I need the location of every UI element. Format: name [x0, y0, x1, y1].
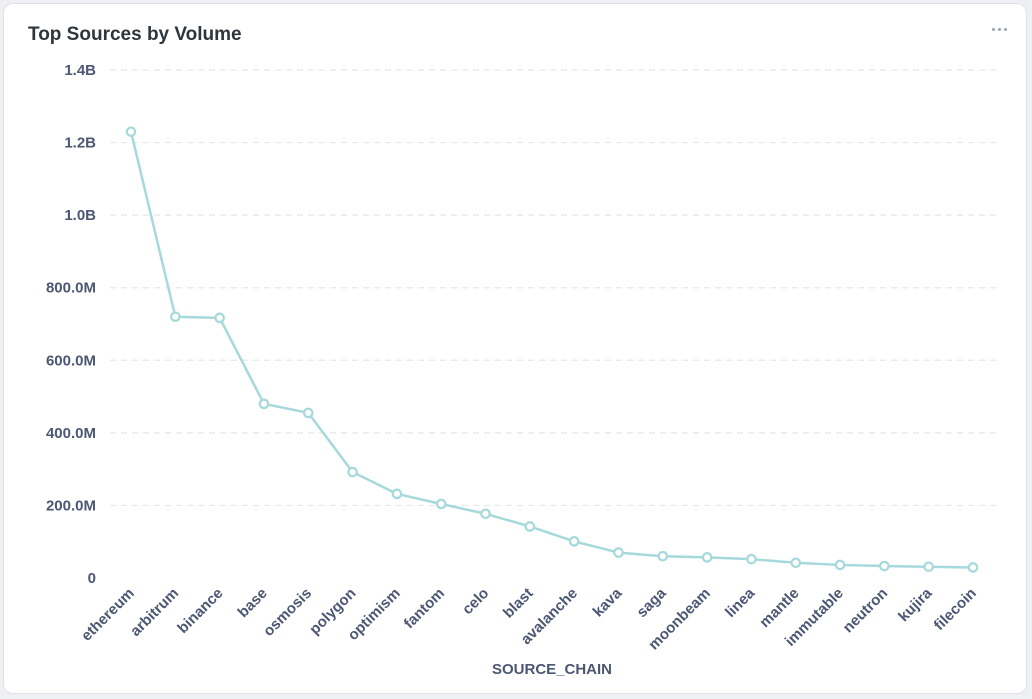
- x-tick-label: base: [235, 585, 271, 621]
- grid-lines: [110, 69, 1000, 507]
- x-tick-label: binance: [174, 585, 226, 637]
- series-line: [129, 131, 974, 569]
- x-tick-label: ethereum: [78, 585, 138, 645]
- data-point[interactable]: [657, 550, 669, 562]
- series-line-group: [129, 131, 974, 569]
- menu-dot: [991, 27, 995, 31]
- data-point[interactable]: [258, 398, 270, 410]
- menu-dot: [1003, 27, 1007, 31]
- data-point[interactable]: [701, 552, 713, 563]
- y-tick-label: 600.0M: [46, 352, 96, 369]
- data-point[interactable]: [879, 560, 890, 572]
- x-tick-label: arbitrum: [127, 585, 182, 640]
- data-point[interactable]: [967, 562, 979, 573]
- data-point[interactable]: [568, 536, 580, 547]
- data-point[interactable]: [391, 488, 403, 500]
- data-point[interactable]: [746, 553, 757, 565]
- data-point[interactable]: [923, 561, 934, 573]
- x-tick-label: celo: [459, 585, 492, 618]
- chart-card: Top Sources by Volume: [3, 3, 1027, 694]
- x-tick-label: blast: [500, 585, 537, 622]
- data-point[interactable]: [613, 547, 624, 558]
- y-tick-label: 1.0B: [64, 207, 96, 224]
- x-tick-label: filecoin: [931, 585, 980, 634]
- y-tick-label: 1.4B: [64, 62, 96, 79]
- card-title: Top Sources by Volume: [28, 24, 242, 45]
- x-axis-title: SOURCE_CHAIN: [492, 661, 612, 678]
- data-point[interactable]: [480, 508, 491, 520]
- data-point[interactable]: [302, 407, 314, 419]
- y-tick-label: 800.0M: [46, 280, 96, 297]
- x-tick-label: linea: [722, 584, 759, 621]
- y-axis-ticks: 0 200.0M 400.0M 600.0M 800.0M 1.0B 1.2B 1.4B: [46, 62, 96, 587]
- x-tick-label: neutron: [840, 585, 891, 636]
- data-point[interactable]: [170, 311, 181, 323]
- y-tick-label: 0: [88, 570, 96, 587]
- y-tick-label: 400.0M: [46, 425, 96, 442]
- data-point[interactable]: [524, 521, 536, 532]
- x-tick-label: saga: [633, 584, 670, 621]
- y-tick-label: 1.2B: [64, 135, 96, 152]
- data-point[interactable]: [834, 559, 846, 571]
- data-point[interactable]: [214, 312, 225, 324]
- data-point[interactable]: [435, 498, 447, 510]
- data-point[interactable]: [790, 557, 802, 569]
- x-tick-label: osmosis: [260, 585, 315, 640]
- x-tick-label: fantom: [401, 585, 448, 632]
- x-tick-label: kava: [590, 584, 626, 620]
- data-point[interactable]: [125, 126, 137, 137]
- ellipsis-icon[interactable]: [986, 16, 1012, 42]
- series-points: [125, 126, 979, 573]
- x-tick-label: kujira: [895, 584, 936, 625]
- y-tick-label: 200.0M: [46, 497, 96, 514]
- menu-dot: [997, 27, 1001, 31]
- data-point[interactable]: [347, 466, 358, 478]
